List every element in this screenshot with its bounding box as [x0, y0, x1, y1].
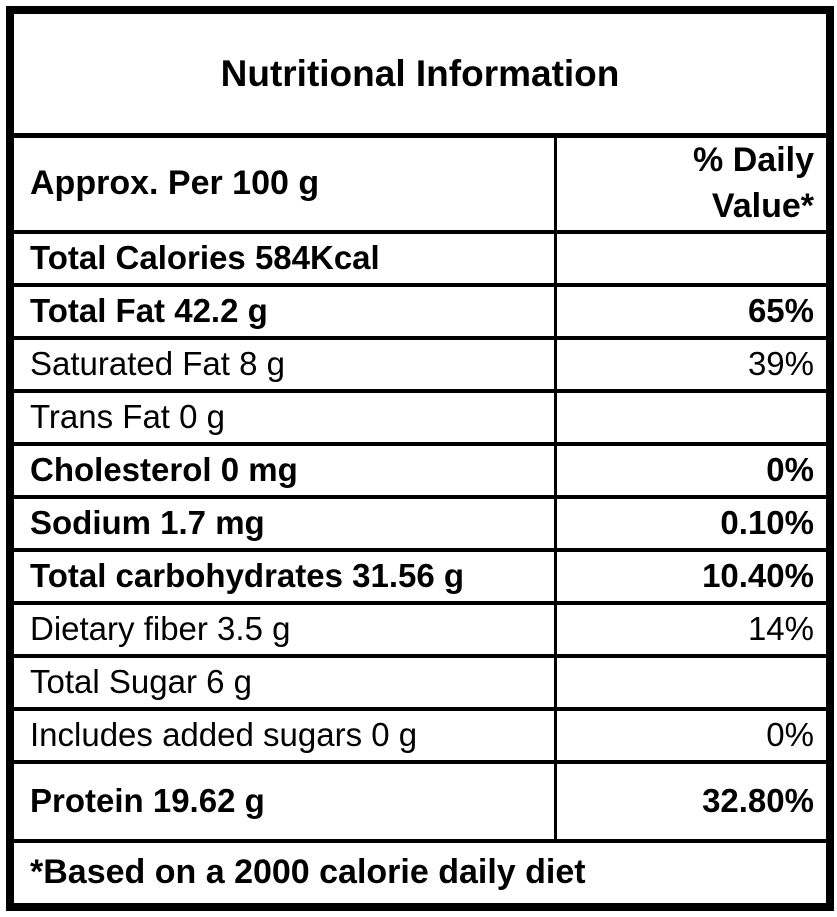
table-row: Includes added sugars 0 g 0%	[14, 710, 826, 764]
nutrient-daily-value: 14%	[747, 610, 814, 648]
nutrient-daily-value: 65%	[747, 292, 814, 330]
nutrient-label-cell: Dietary fiber 3.5 g	[14, 605, 554, 654]
daily-value-label: % Daily Value*	[693, 141, 814, 225]
header-daily-value-cell: % Daily Value*	[553, 138, 826, 230]
nutrient-label: Sodium 1.7 mg	[30, 504, 265, 542]
nutrient-daily-value: 32.80%	[702, 782, 814, 820]
nutrient-label-cell: Total carbohydrates 31.56 g	[14, 552, 554, 601]
nutrient-value-cell: 10.40%	[553, 551, 826, 601]
nutrient-label-cell: Protein 19.62 g	[14, 764, 554, 839]
nutrient-label: Saturated Fat 8 g	[30, 345, 285, 383]
table-row: Cholesterol 0 mg 0%	[14, 445, 826, 499]
nutrient-label: Total Calories 584Kcal	[30, 239, 380, 277]
table-title: Nutritional Information	[220, 52, 620, 94]
rows-container: Total Calories 584Kcal Total Fat 42.2 g …	[14, 233, 826, 843]
nutrient-daily-value: 0.10%	[720, 504, 814, 542]
table-row: Total Calories 584Kcal	[14, 233, 826, 287]
footnote-row: *Based on a 2000 calorie daily diet	[14, 843, 826, 903]
table-row: Total carbohydrates 31.56 g 10.40%	[14, 551, 826, 605]
serving-size-label: Approx. Per 100 g	[30, 164, 320, 203]
table-title-row: Nutritional Information	[14, 14, 826, 138]
nutrient-label-cell: Saturated Fat 8 g	[14, 340, 554, 389]
nutrient-label-cell: Cholesterol 0 mg	[14, 446, 554, 495]
nutrient-label: Includes added sugars 0 g	[30, 716, 418, 754]
nutrient-daily-value: 10.40%	[702, 557, 814, 595]
table-row: Sodium 1.7 mg 0.10%	[14, 498, 826, 552]
nutrient-value-cell: 14%	[553, 604, 826, 654]
table-row: Saturated Fat 8 g 39%	[14, 339, 826, 393]
nutrient-value-cell: 0.10%	[553, 498, 826, 548]
nutrient-label-cell: Trans Fat 0 g	[14, 393, 554, 442]
nutrient-value-cell: 32.80%	[553, 763, 826, 839]
nutrient-daily-value: 39%	[747, 345, 814, 383]
header-serving-cell: Approx. Per 100 g	[14, 138, 554, 230]
nutrient-label: Total Fat 42.2 g	[30, 292, 268, 330]
nutrient-label-cell: Includes added sugars 0 g	[14, 711, 554, 760]
footnote-text: *Based on a 2000 calorie daily diet	[30, 853, 586, 892]
nutrient-label: Protein 19.62 g	[30, 782, 265, 820]
table-row: Total Sugar 6 g	[14, 657, 826, 711]
nutrient-value-cell	[553, 657, 826, 707]
nutrient-label: Total carbohydrates 31.56 g	[30, 557, 465, 595]
nutrient-value-cell: 0%	[553, 710, 826, 760]
nutrient-label-cell: Total Sugar 6 g	[14, 658, 554, 707]
nutrient-label: Trans Fat 0 g	[30, 398, 226, 436]
nutrient-label-cell: Total Calories 584Kcal	[14, 234, 554, 283]
nutrient-value-cell	[553, 392, 826, 442]
nutrient-value-cell: 39%	[553, 339, 826, 389]
nutrient-label: Cholesterol 0 mg	[30, 451, 298, 489]
table-row: Trans Fat 0 g	[14, 392, 826, 446]
nutrient-value-cell: 65%	[553, 286, 826, 336]
nutrient-value-cell	[553, 233, 826, 283]
nutrition-table: Nutritional Information Approx. Per 100 …	[6, 6, 834, 911]
table-header-row: Approx. Per 100 g % Daily Value*	[14, 138, 826, 234]
nutrient-daily-value: 0%	[766, 716, 814, 754]
table-row: Total Fat 42.2 g 65%	[14, 286, 826, 340]
nutrient-label: Total Sugar 6 g	[30, 663, 252, 701]
table-row: Protein 19.62 g 32.80%	[14, 763, 826, 843]
nutrient-daily-value: 0%	[766, 451, 814, 489]
nutrient-label-cell: Total Fat 42.2 g	[14, 287, 554, 336]
table-row: Dietary fiber 3.5 g 14%	[14, 604, 826, 658]
nutrient-value-cell: 0%	[553, 445, 826, 495]
nutrient-label-cell: Sodium 1.7 mg	[14, 499, 554, 548]
nutrient-label: Dietary fiber 3.5 g	[30, 610, 291, 648]
